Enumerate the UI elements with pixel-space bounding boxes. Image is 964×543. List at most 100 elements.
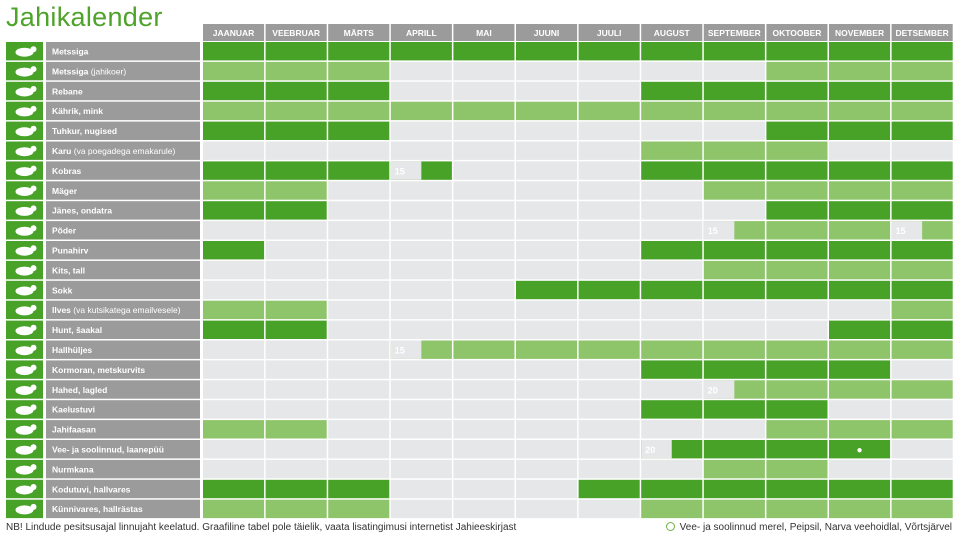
season-cell bbox=[641, 479, 703, 499]
season-cell bbox=[516, 241, 578, 260]
season-cell bbox=[578, 479, 640, 499]
season-cell bbox=[390, 42, 452, 61]
season-cell bbox=[703, 201, 765, 220]
season-cell bbox=[891, 340, 953, 359]
hunting-calendar-table: JAANUAR VEEBRUAR MÄRTS APRILL MAI JUUNI JUULI A… bbox=[6, 24, 953, 519]
row-label: Tuhkur, nugised bbox=[52, 126, 117, 136]
month-header-label: OKTOOBER bbox=[772, 28, 821, 38]
row-label: Hahed, lagled bbox=[52, 385, 107, 395]
season-cell bbox=[453, 101, 515, 121]
season-cell bbox=[516, 459, 578, 479]
row-label: Punahirv bbox=[52, 246, 89, 256]
season-cell bbox=[766, 420, 828, 439]
day-label: 20 bbox=[645, 445, 655, 455]
season-cell bbox=[891, 420, 953, 439]
season-cell bbox=[516, 61, 578, 81]
season-cell bbox=[578, 260, 640, 280]
season-cell bbox=[641, 499, 703, 519]
season-cell bbox=[578, 380, 640, 399]
season-cell bbox=[453, 241, 515, 260]
marker-dot: ● bbox=[857, 445, 863, 456]
season-cell bbox=[829, 280, 891, 300]
season-cell bbox=[766, 101, 828, 121]
season-cell bbox=[390, 241, 452, 260]
season-cell bbox=[829, 161, 891, 180]
season-cell bbox=[891, 181, 953, 200]
month-header-label: MÄRTS bbox=[344, 28, 375, 38]
season-cell bbox=[265, 121, 327, 140]
season-cell bbox=[328, 479, 390, 499]
season-cell bbox=[641, 420, 703, 439]
season-cell bbox=[766, 81, 828, 101]
row-label: Kaelustuvi bbox=[52, 405, 95, 415]
row-label: Kährik, mink bbox=[52, 106, 103, 116]
season-cell bbox=[891, 440, 953, 459]
fawn-icon bbox=[15, 265, 37, 276]
season-cell bbox=[328, 360, 390, 379]
season-cell bbox=[578, 181, 640, 200]
season-cell bbox=[578, 440, 640, 459]
month-header-cell bbox=[641, 24, 703, 41]
season-cell bbox=[703, 340, 765, 359]
season-cell bbox=[453, 320, 515, 339]
legend-ring-icon bbox=[665, 522, 675, 531]
season-cell bbox=[265, 241, 327, 260]
row-label-cell bbox=[46, 121, 200, 140]
season-cell bbox=[703, 320, 765, 339]
crow-icon bbox=[15, 484, 37, 495]
partial-gap-cell bbox=[891, 221, 923, 240]
season-cell bbox=[265, 320, 327, 339]
season-cell bbox=[766, 340, 828, 359]
season-cell bbox=[829, 499, 891, 519]
row-label: Kormoran, metskurvits bbox=[52, 365, 145, 375]
season-cell bbox=[453, 380, 515, 399]
season-cell bbox=[578, 459, 640, 479]
season-cell bbox=[390, 380, 452, 399]
partial-gap-cell bbox=[703, 380, 735, 399]
row-label: Põder bbox=[52, 226, 77, 236]
partial-gap-cell bbox=[641, 440, 672, 459]
row-label-cell bbox=[46, 61, 200, 81]
season-cell bbox=[265, 360, 327, 379]
row-label-cell bbox=[46, 260, 200, 280]
season-cell bbox=[390, 201, 452, 220]
season-cell bbox=[641, 280, 703, 300]
season-cell bbox=[829, 400, 891, 419]
partial-gap-cell bbox=[390, 340, 422, 359]
season-cell bbox=[578, 42, 640, 61]
season-cell bbox=[703, 300, 765, 320]
season-cell bbox=[641, 459, 703, 479]
season-cell bbox=[453, 81, 515, 101]
season-cell bbox=[829, 221, 891, 240]
season-cell bbox=[516, 181, 578, 200]
row-label-cell bbox=[46, 241, 200, 260]
season-cell bbox=[265, 380, 327, 399]
row-label: Künnivares, hallrästas bbox=[52, 504, 143, 514]
season-cell bbox=[453, 121, 515, 140]
month-header-label: AUGUST bbox=[654, 28, 691, 38]
roe-buck-icon bbox=[15, 285, 37, 296]
day-label: 15 bbox=[395, 166, 405, 176]
cormorant-icon bbox=[15, 364, 37, 376]
season-cell bbox=[328, 440, 390, 459]
row-label: Metssiga (jahikoer) bbox=[52, 66, 126, 76]
season-cell bbox=[453, 499, 515, 519]
month-header-label: JUUNI bbox=[534, 28, 560, 38]
season-cell bbox=[578, 201, 640, 220]
season-cell bbox=[516, 300, 578, 320]
row-label: Kodutuvi, hallvares bbox=[52, 484, 131, 494]
season-cell bbox=[891, 499, 953, 519]
month-header-cell bbox=[829, 24, 891, 41]
season-cell bbox=[829, 141, 891, 160]
footnote: NB! Lindude pesitsusajal linnujaht keela… bbox=[6, 522, 517, 533]
season-cell bbox=[453, 161, 515, 180]
season-cell bbox=[641, 181, 703, 200]
page-title: Jahikalender bbox=[6, 2, 163, 32]
season-cell bbox=[328, 499, 390, 519]
season-cell bbox=[265, 141, 327, 160]
season-cell bbox=[641, 360, 703, 379]
season-cell bbox=[829, 201, 891, 220]
season-cell bbox=[265, 81, 327, 101]
season-cell bbox=[766, 181, 828, 200]
season-cell bbox=[766, 499, 828, 519]
